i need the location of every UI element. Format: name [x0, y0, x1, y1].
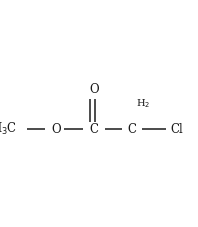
- Text: C: C: [89, 123, 99, 136]
- Text: C: C: [127, 123, 136, 136]
- Text: Cl: Cl: [171, 123, 184, 136]
- Text: H$_3$C: H$_3$C: [0, 121, 17, 137]
- Text: O: O: [52, 123, 61, 136]
- Text: O: O: [89, 83, 99, 96]
- Text: H$_2$: H$_2$: [136, 97, 150, 110]
